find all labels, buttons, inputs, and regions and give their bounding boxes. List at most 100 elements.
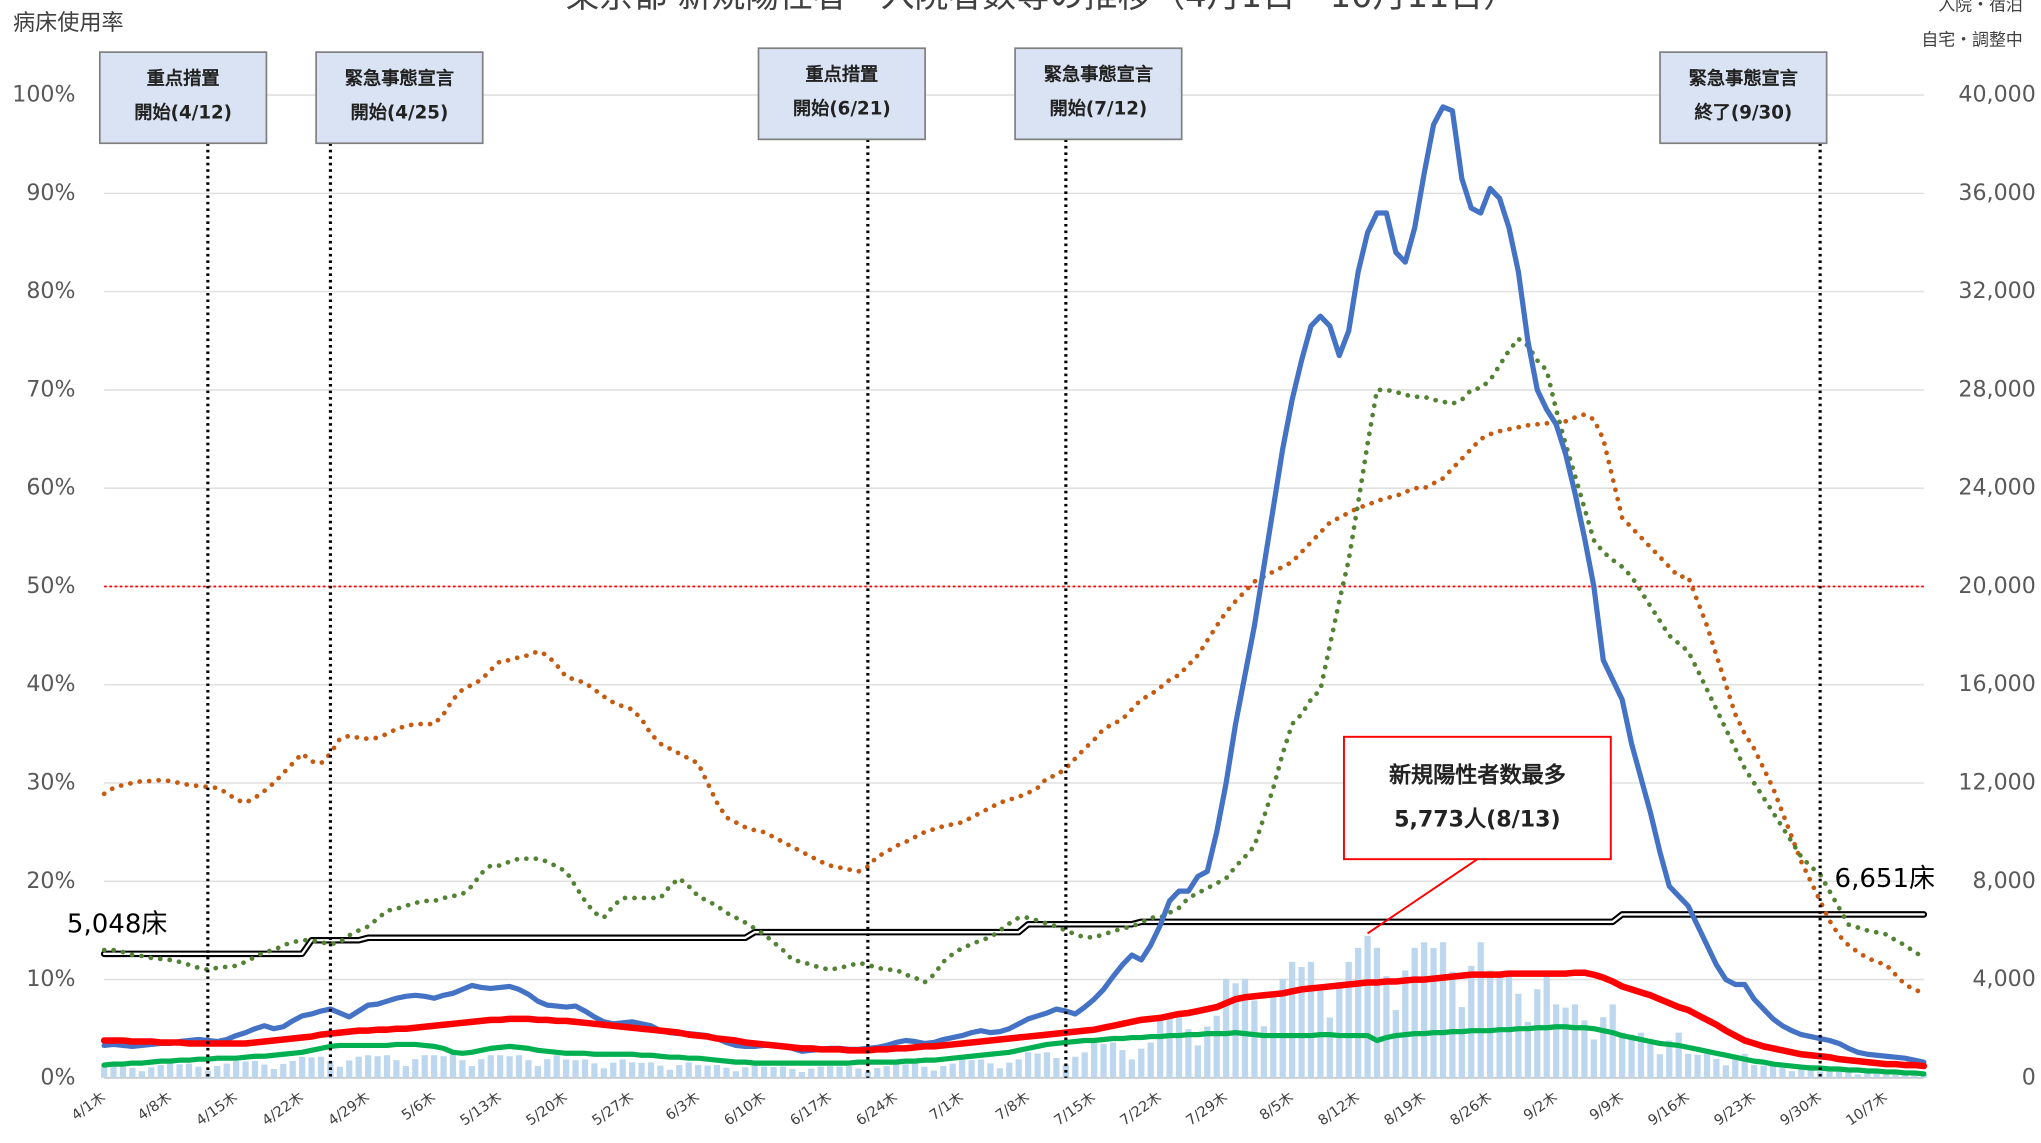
bar [855, 1068, 862, 1078]
bar [1251, 1000, 1258, 1078]
dotted-line [101, 336, 1927, 985]
bar [1006, 1062, 1013, 1078]
bar [1722, 1065, 1729, 1078]
bar [1515, 993, 1522, 1078]
bar [1157, 1015, 1164, 1078]
y2ticks-label: 32,000 [1958, 278, 2035, 304]
bar [487, 1055, 494, 1078]
bar [798, 1071, 805, 1078]
bar [1015, 1059, 1022, 1078]
x-tick-label: 7/1木 [926, 1089, 966, 1124]
bar [185, 1063, 193, 1078]
bar [921, 1066, 928, 1078]
bar [1835, 1071, 1843, 1078]
bar [1524, 1021, 1531, 1078]
bar [1213, 1015, 1220, 1078]
x-tick-label: 7/8木 [992, 1089, 1032, 1124]
y2ticks-label: 8,000 [1972, 868, 2035, 894]
bar [270, 1069, 277, 1078]
bar [600, 1068, 607, 1078]
yticks-label: 100% [12, 82, 75, 108]
bar [374, 1056, 381, 1078]
bar [676, 1065, 683, 1078]
bar [893, 1063, 900, 1078]
yticks-label: 70% [26, 376, 75, 402]
bar [478, 1059, 485, 1078]
bar [695, 1065, 702, 1078]
bar [544, 1059, 551, 1078]
bar [440, 1056, 447, 1078]
bar [1571, 1004, 1579, 1078]
bar [1732, 1057, 1739, 1078]
bar [261, 1064, 268, 1078]
bar [506, 1056, 513, 1078]
y2ticks-label: 16,000 [1958, 671, 2035, 697]
y-axis-label: 病床使用率 [13, 10, 124, 36]
bar [515, 1055, 523, 1078]
bar [1788, 1071, 1795, 1078]
bar [1656, 1054, 1663, 1078]
bar [1760, 1065, 1767, 1078]
bar [723, 1067, 730, 1078]
bar [1694, 1054, 1701, 1078]
x-tick-label: 4/29木 [325, 1089, 373, 1130]
event-box [315, 51, 484, 145]
event-label: 開始(6/21) [793, 97, 891, 119]
bar [1883, 1073, 1890, 1078]
bar [1091, 1042, 1098, 1078]
bar [195, 1066, 202, 1078]
bar [1279, 978, 1286, 1078]
bar [1779, 1067, 1786, 1078]
x-tick-label: 8/12木 [1315, 1089, 1363, 1130]
bar [167, 1063, 174, 1078]
bar [1373, 947, 1381, 1078]
bar [1864, 1072, 1871, 1078]
bar [911, 1063, 919, 1078]
bar [1175, 1015, 1183, 1078]
bar [1411, 947, 1418, 1078]
y2ticks-label: 28,000 [1958, 376, 2035, 402]
bar [308, 1057, 315, 1078]
bar [1468, 965, 1475, 1078]
bar [101, 1065, 108, 1078]
bar [1081, 1052, 1088, 1078]
bar [1769, 1065, 1777, 1078]
bar [770, 1067, 777, 1078]
bar [1147, 1042, 1154, 1078]
bar [1741, 1053, 1748, 1078]
bar [1109, 1042, 1117, 1078]
bar [563, 1059, 570, 1078]
bar [1185, 1029, 1192, 1078]
bar [845, 1066, 853, 1078]
bar [497, 1055, 504, 1078]
bar [223, 1063, 230, 1078]
yticks-label: 90% [26, 180, 75, 206]
chart-title: 東京都 新規陽性者・入院者数等の推移（4月1日～10月11日） [565, 0, 1517, 15]
dotted-line [101, 412, 1927, 996]
bar [1505, 970, 1513, 1078]
bar [1619, 1032, 1626, 1078]
event-box [98, 51, 268, 145]
y2ticks-label: 4,000 [1972, 966, 2035, 992]
x-tick-label: 9/9木 [1586, 1089, 1626, 1124]
x-tick-label: 4/22木 [259, 1089, 307, 1130]
x-tick-label: 10/7木 [1843, 1089, 1891, 1130]
event-box [1014, 47, 1183, 141]
yticks-label: 0% [40, 1064, 75, 1090]
bar [779, 1066, 787, 1078]
bar [1562, 1007, 1569, 1078]
bar [1647, 1042, 1654, 1078]
bar [1204, 1026, 1211, 1078]
bar [1336, 982, 1343, 1078]
bar [534, 1066, 541, 1078]
y2ticks-label: 12,000 [1958, 770, 2035, 796]
bar [619, 1059, 626, 1078]
bar [1487, 970, 1494, 1078]
bar [1289, 961, 1296, 1078]
x-tick-label: 4/8木 [134, 1089, 174, 1124]
bar [789, 1069, 796, 1078]
bar [1675, 1032, 1682, 1078]
y2-axis-label: 自宅・調整中 [1921, 29, 2022, 49]
bar [1826, 1071, 1833, 1078]
bar [1326, 1017, 1333, 1078]
